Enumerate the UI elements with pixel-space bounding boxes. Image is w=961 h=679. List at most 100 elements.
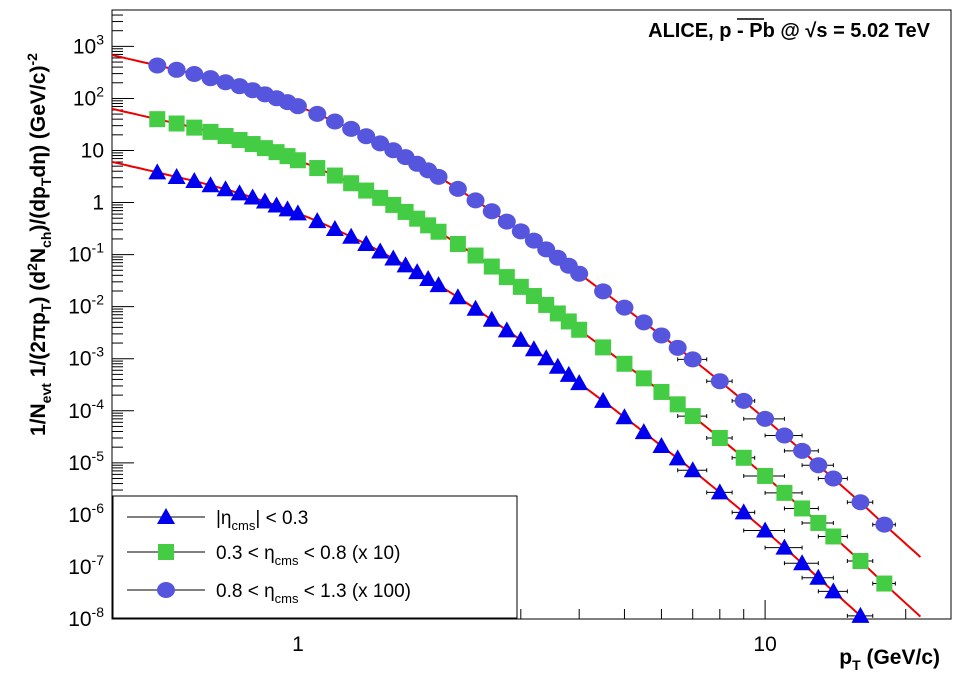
data-point	[669, 396, 686, 413]
data-point	[482, 203, 501, 220]
x-tick-label: 1	[292, 633, 304, 656]
data-point	[776, 484, 793, 501]
data-point	[308, 212, 327, 229]
y-tick-label: 102	[73, 83, 104, 110]
data-point	[202, 123, 219, 140]
data-point	[371, 242, 390, 259]
data-point	[309, 160, 326, 177]
data-point	[810, 514, 827, 531]
data-point	[467, 247, 484, 264]
data-point	[231, 132, 248, 149]
x-tick-label: 10	[753, 633, 776, 656]
data-point	[825, 528, 842, 545]
data-point	[357, 128, 376, 145]
data-point	[793, 554, 812, 571]
data-point	[288, 204, 307, 221]
data-point	[201, 70, 220, 87]
data-point	[288, 98, 307, 115]
data-point	[775, 538, 794, 555]
data-point	[684, 408, 701, 425]
data-point	[497, 213, 516, 230]
legend-box	[112, 495, 518, 619]
data-point	[255, 192, 274, 209]
y-tick-label: 103	[73, 31, 104, 58]
data-point	[634, 314, 653, 331]
data-point	[571, 321, 588, 338]
data-point	[149, 111, 166, 128]
data-point	[289, 152, 306, 169]
data-point	[186, 119, 203, 136]
legend-label: |ηcms| < 0.3	[216, 508, 308, 533]
data-point	[267, 196, 286, 213]
legend-marker	[157, 582, 175, 598]
data-point	[372, 189, 389, 206]
data-point	[756, 410, 775, 427]
data-point	[683, 461, 702, 478]
data-point	[482, 310, 501, 327]
data-point	[371, 135, 390, 152]
data-point	[653, 383, 670, 400]
y-tick-label: 10-7	[68, 552, 104, 579]
data-point	[448, 180, 467, 197]
data-point	[498, 269, 515, 286]
data-point	[570, 265, 589, 282]
data-point	[668, 339, 687, 356]
data-point	[809, 568, 828, 585]
y-tick-label: 10-4	[68, 396, 104, 423]
data-point	[757, 467, 774, 484]
data-point	[734, 392, 753, 409]
data-point	[595, 339, 612, 356]
data-point	[325, 220, 344, 237]
data-point	[216, 180, 235, 197]
data-point	[396, 256, 415, 273]
data-point	[852, 553, 869, 570]
data-point	[710, 483, 729, 500]
data-point	[216, 74, 235, 91]
data-point	[326, 167, 343, 184]
data-point	[483, 258, 500, 275]
data-point	[429, 168, 448, 185]
data-point	[419, 269, 438, 286]
x-tick-labels: 1 10	[292, 633, 777, 656]
data-point	[794, 500, 811, 517]
data-point	[448, 288, 467, 305]
data-point	[734, 503, 753, 520]
data-point	[408, 263, 427, 280]
data-point	[559, 365, 578, 382]
data-point	[652, 327, 671, 344]
legend: |ηcms| < 0.3 0.3 < ηcms < 0.8 (x 10) 0.8 <…	[112, 495, 518, 619]
data-point	[735, 449, 752, 466]
y-tick-label: 10-1	[68, 240, 104, 267]
data-point	[756, 521, 775, 538]
data-point	[201, 176, 220, 193]
data-point	[710, 373, 729, 390]
data-point	[615, 299, 634, 316]
y-tick-label: 10-6	[68, 500, 104, 527]
y-tick-label: 10-5	[68, 448, 104, 475]
data-point	[548, 357, 567, 374]
legend-marker	[157, 508, 175, 524]
data-point	[148, 163, 167, 180]
data-point	[429, 276, 448, 293]
data-point	[635, 370, 652, 387]
data-point	[616, 355, 633, 372]
data-point	[466, 192, 485, 209]
data-point	[497, 321, 516, 338]
data-point	[430, 223, 447, 240]
data-point	[511, 223, 530, 240]
y-tick-label: 10-8	[68, 604, 104, 631]
data-point	[683, 351, 702, 368]
legend-label: 0.8 < ηcms < 1.3 (x 100)	[216, 581, 411, 606]
data-point	[570, 374, 589, 391]
data-point	[851, 494, 870, 511]
data-points	[148, 57, 894, 623]
data-point	[876, 575, 893, 592]
data-point	[594, 283, 613, 300]
data-point	[851, 606, 870, 623]
data-point	[615, 408, 634, 425]
data-point	[358, 182, 375, 199]
data-point	[652, 437, 671, 454]
legend-marker	[158, 544, 174, 560]
data-point	[775, 427, 794, 444]
